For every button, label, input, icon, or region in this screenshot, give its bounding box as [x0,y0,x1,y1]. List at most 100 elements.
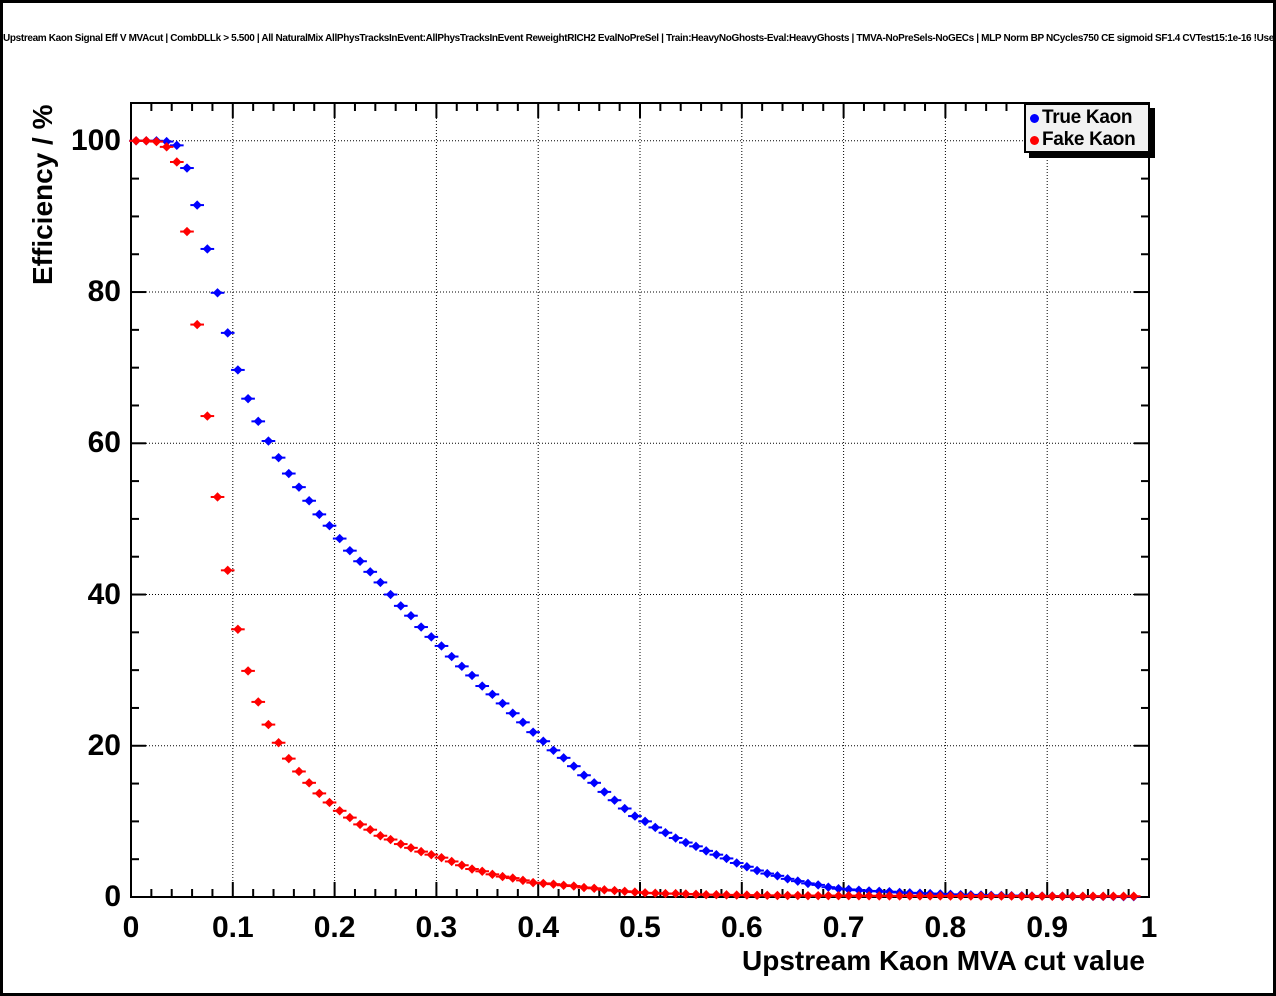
data-point-fake-kaon [833,891,844,901]
data-point-fake-kaon [925,891,935,901]
data-point-true-kaon [599,787,610,797]
data-point-fake-kaon [477,866,487,876]
data-point-fake-kaon [263,719,274,730]
data-point-fake-kaon [762,890,772,901]
data-point-true-kaon [477,681,487,691]
data-point-true-kaon [518,717,528,728]
data-point-true-kaon [793,876,803,886]
data-point-fake-kaon [284,753,294,764]
data-point-fake-kaon [243,666,253,676]
data-point-fake-kaon [172,157,182,167]
data-point-true-kaon [538,736,548,746]
data-point-fake-kaon [823,890,834,901]
data-point-fake-kaon [131,136,141,146]
data-point-fake-kaon [630,887,640,897]
data-point-true-kaon [813,880,823,890]
data-point-fake-kaon [793,890,803,901]
data-point-fake-kaon [1037,891,1047,901]
data-point-fake-kaon [1078,891,1088,901]
data-point-true-kaon [711,849,722,860]
data-point-fake-kaon [986,891,996,901]
data-point-true-kaon [854,885,864,895]
data-point-fake-kaon [416,846,426,857]
data-point-fake-kaon [976,891,986,901]
data-point-true-kaon [782,874,793,884]
plot-frame [130,102,1150,898]
data-point-fake-kaon [518,875,528,886]
data-point-true-kaon [620,803,630,814]
x-tick-label: 0.1 [211,911,254,944]
x-tick-label: 0.6 [720,911,763,944]
data-point-true-kaon [701,846,711,856]
data-point-true-kaon [446,651,457,662]
data-point-fake-kaon [334,806,345,816]
data-point-true-kaon [558,753,569,763]
data-point-true-kaon [650,822,660,833]
y-tick-label: 0 [104,880,121,913]
data-point-fake-kaon [396,839,406,849]
data-point-fake-kaon [1067,891,1078,901]
data-point-fake-kaon [294,766,304,777]
data-point-true-kaon [263,436,274,446]
data-point-true-kaon [202,244,213,254]
data-point-fake-kaon [508,873,518,883]
data-point-fake-kaon [1129,891,1139,901]
data-point-fake-kaon [497,871,508,882]
data-point-true-kaon [467,670,477,681]
data-point-fake-kaon [141,136,151,146]
data-point-fake-kaon [253,697,263,707]
legend-item-fake-kaon: Fake Kaon [1030,129,1148,151]
data-point-fake-kaon [467,864,477,874]
x-tick-label: 0.8 [924,911,967,944]
x-tick-label: 1 [1140,911,1158,944]
data-point-true-kaon [681,837,691,848]
data-point-fake-kaon [1108,891,1119,901]
legend-item-true-kaon: True Kaon [1030,107,1148,129]
data-point-fake-kaon [620,886,630,897]
data-point-true-kaon [161,136,172,147]
data-point-true-kaon [212,288,223,298]
data-point-fake-kaon [782,890,793,901]
data-point-true-kaon [426,632,437,642]
data-point-true-kaon [436,641,447,651]
data-point-fake-kaon [996,891,1007,901]
data-point-fake-kaon [945,891,956,901]
data-point-fake-kaon [874,891,884,901]
data-point-fake-kaon [304,778,314,788]
data-point-true-kaon [253,416,263,427]
fake-kaon-marker-icon [1030,135,1039,145]
data-point-true-kaon [273,452,284,463]
data-point-fake-kaon [365,824,375,835]
data-point-true-kaon [416,622,426,632]
data-point-fake-kaon [640,888,650,898]
data-point-fake-kaon [803,890,813,901]
data-point-fake-kaon [1057,891,1068,901]
data-point-true-kaon [355,556,365,566]
data-point-true-kaon [803,878,813,889]
data-point-true-kaon [375,577,386,588]
data-point-true-kaon [548,745,559,755]
x-tick-label: 0.3 [415,911,458,944]
y-tick-label: 20 [87,728,121,762]
y-tick-label: 80 [87,275,121,309]
data-point-true-kaon [864,886,874,896]
data-point-fake-kaon [1098,891,1108,901]
x-tick-label: 0.9 [1026,911,1069,944]
data-point-true-kaon [691,841,701,852]
legend-label: Fake Kaon [1042,129,1136,150]
data-point-fake-kaon [192,319,202,330]
data-point-fake-kaon [457,860,467,870]
data-point-fake-kaon [864,891,874,901]
data-point-true-kaon [579,770,589,780]
data-point-true-kaon [660,828,671,838]
data-point-fake-kaon [314,788,325,799]
data-point-fake-kaon [223,565,233,576]
data-point-fake-kaon [609,885,620,896]
x-tick-label: 0 [122,911,140,944]
x-axis-title: Upstream Kaon MVA cut value [742,945,1145,976]
y-tick-label: 60 [87,426,121,460]
data-point-true-kaon [294,482,304,492]
data-point-fake-kaon [772,890,783,901]
data-point-fake-kaon [660,888,671,899]
